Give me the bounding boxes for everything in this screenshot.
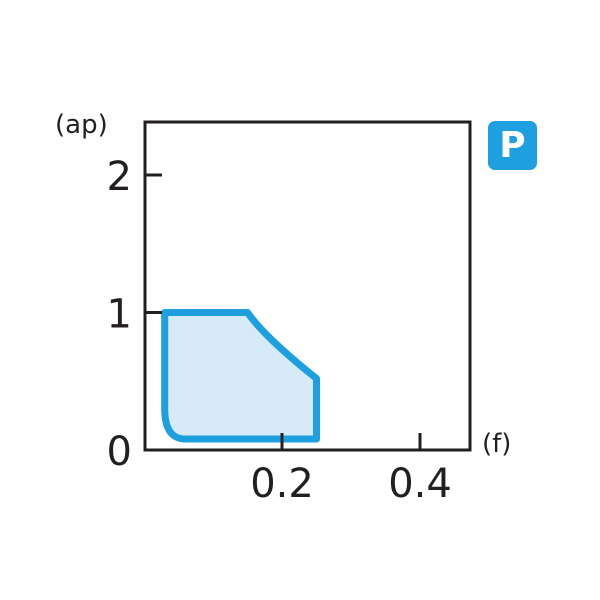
x-tick-label: 0.2 bbox=[250, 461, 314, 507]
x-tick-label: 0.4 bbox=[388, 461, 452, 507]
y-tick-label: 1 bbox=[107, 292, 132, 338]
cutting-range-region bbox=[161, 309, 320, 443]
y-tick-label: 2 bbox=[107, 154, 132, 200]
plot-frame bbox=[143, 120, 472, 452]
y-tick-label: 0 bbox=[107, 429, 132, 475]
p-badge: P bbox=[488, 121, 537, 170]
x-axis-label: (f) bbox=[482, 429, 511, 459]
y-axis-label: (ap) bbox=[55, 110, 108, 140]
